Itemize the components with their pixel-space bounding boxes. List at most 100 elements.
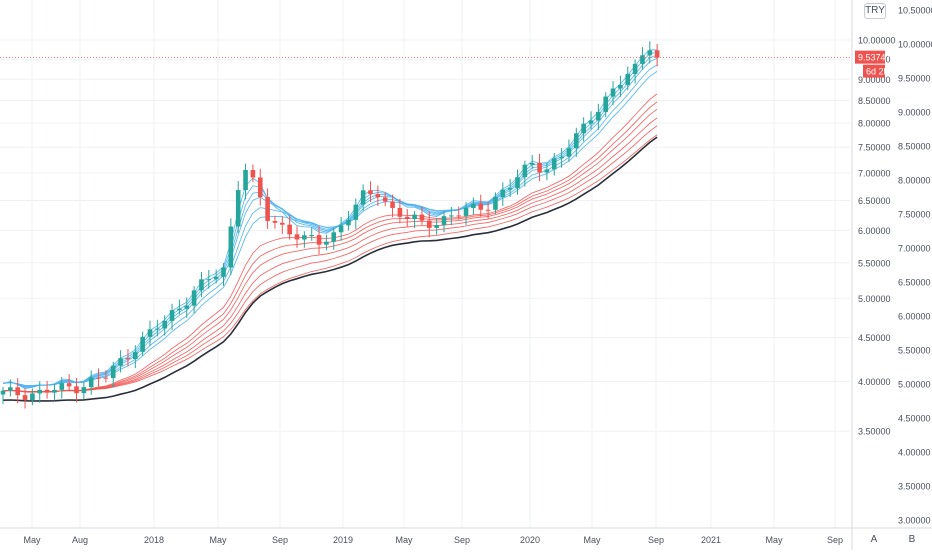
candle — [654, 50, 660, 58]
candle — [574, 133, 579, 149]
candle — [522, 164, 528, 178]
y-tick-label-left: 8.00000 — [858, 119, 891, 129]
y-tick-label-right: 7.50000 — [898, 210, 931, 220]
log-scale-button[interactable]: B — [908, 534, 916, 545]
candle — [375, 194, 381, 198]
y-tick-label-left: 6.50000 — [858, 196, 891, 206]
candle — [228, 226, 234, 268]
candle — [441, 216, 447, 226]
candle — [412, 214, 417, 220]
currency-badge[interactable]: TRY — [864, 3, 886, 19]
candle — [493, 196, 498, 210]
candle — [500, 189, 506, 197]
candle — [103, 377, 109, 379]
x-tick-label: 2018 — [144, 535, 164, 545]
candles-group — [0, 41, 660, 409]
slow-ema-line-1 — [2, 101, 658, 393]
candle — [162, 320, 167, 329]
candle — [177, 308, 182, 311]
candle — [434, 225, 439, 228]
candle — [309, 235, 314, 237]
candle — [419, 214, 425, 221]
x-tick-label: May — [583, 535, 601, 545]
candle — [59, 383, 65, 390]
candle — [96, 377, 101, 379]
y-tick-label-left: 7.50000 — [858, 143, 891, 153]
candle — [478, 203, 484, 210]
candle — [463, 207, 469, 216]
candle — [346, 219, 351, 226]
candle — [155, 328, 160, 330]
y-tick-label-right: 4.00000 — [898, 448, 931, 458]
y-tick-label-right: 9.50000 — [898, 74, 931, 84]
slow-ema-line-0 — [2, 93, 658, 393]
candle — [559, 156, 564, 159]
plot-background — [0, 0, 850, 528]
x-tick-label: Sep — [648, 535, 664, 545]
last-price-tag: 9.53747 — [858, 53, 891, 63]
candle — [456, 215, 461, 217]
candle — [551, 158, 557, 170]
candle — [360, 190, 366, 205]
candle — [22, 395, 28, 401]
x-tick-label: Sep — [454, 535, 470, 545]
candle — [338, 225, 344, 233]
candle — [353, 204, 359, 220]
candle — [324, 241, 329, 245]
candle — [529, 163, 535, 165]
y-tick-label-left: 9.00000 — [858, 75, 891, 85]
candle — [257, 177, 263, 198]
candle — [37, 389, 43, 394]
candle — [206, 279, 212, 281]
y-tick-label-right: 3.00000 — [898, 516, 931, 526]
x-tick-label: May — [395, 535, 413, 545]
candle — [287, 224, 292, 235]
auto-scale-button[interactable]: A — [870, 534, 878, 545]
candle — [81, 387, 87, 394]
y-tick-label-left: 5.50000 — [858, 258, 891, 268]
candle — [596, 111, 601, 121]
y-tick-label-right: 10.00000 — [898, 40, 932, 50]
candle — [537, 163, 542, 173]
y-tick-label-left: 4.50000 — [858, 333, 891, 343]
candle — [88, 377, 94, 388]
candle — [603, 96, 608, 112]
candle — [0, 390, 6, 395]
long-ma-line — [2, 136, 658, 402]
candle — [566, 148, 572, 157]
x-tick-label: Sep — [272, 535, 288, 545]
candle — [44, 389, 50, 393]
candle — [191, 290, 197, 306]
slow-ema-line-3 — [2, 117, 658, 393]
candle — [169, 310, 175, 321]
candle — [30, 393, 35, 401]
candle — [133, 351, 138, 360]
y-tick-label-left: 4.00000 — [858, 377, 891, 387]
candle — [507, 188, 513, 190]
y-tick-label-right: 9.00000 — [898, 108, 931, 118]
candle — [140, 336, 145, 352]
y-tick-label-left: 3.50000 — [858, 427, 891, 437]
countdown-tag-bg — [863, 64, 885, 78]
x-tick-label: 2020 — [520, 535, 540, 545]
y-tick-label-left: 10.00000 — [858, 36, 896, 46]
candle — [302, 235, 307, 240]
candle — [147, 329, 153, 337]
x-tick-label: Aug — [72, 535, 88, 545]
y-tick-label-right: 4.50000 — [898, 414, 931, 424]
candle — [15, 387, 20, 396]
y-tick-label-right: 5.00000 — [898, 380, 931, 390]
y-tick-label-right: 6.00000 — [898, 312, 931, 322]
slow-ema-line-5 — [2, 134, 658, 392]
candle — [221, 267, 226, 277]
candle — [368, 190, 373, 195]
candle — [243, 169, 248, 191]
candle — [382, 197, 388, 202]
candle — [125, 358, 131, 360]
candle — [471, 203, 476, 208]
candle — [235, 190, 241, 227]
last-price-tag-bg — [855, 50, 885, 64]
candle — [581, 123, 586, 134]
